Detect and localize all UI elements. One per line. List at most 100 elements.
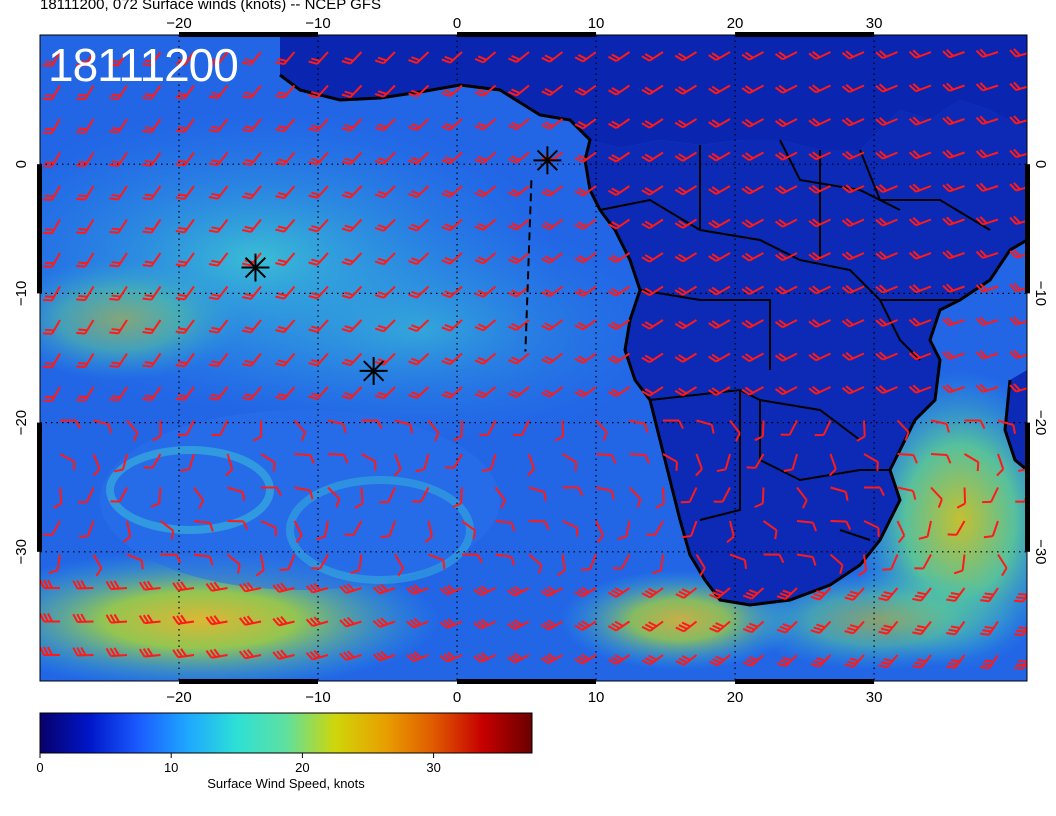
wind-barb bbox=[774, 319, 798, 329]
wind-barb bbox=[279, 554, 296, 572]
wind-barb bbox=[841, 150, 865, 160]
wind-barb bbox=[208, 386, 229, 401]
wind-barb bbox=[608, 319, 631, 330]
wind-barb bbox=[308, 252, 329, 266]
wind-barb bbox=[439, 584, 463, 596]
wind-barb bbox=[875, 116, 898, 127]
wind-barb bbox=[142, 252, 162, 268]
wind-barb bbox=[810, 620, 832, 634]
wind-barb bbox=[341, 118, 363, 132]
wind-barb bbox=[875, 183, 898, 194]
wind-barb bbox=[474, 319, 497, 332]
wind-barb bbox=[408, 285, 430, 299]
wind-barb bbox=[841, 284, 865, 294]
wind-barb bbox=[726, 520, 735, 544]
wind-barb bbox=[374, 285, 396, 299]
wind-barb bbox=[43, 286, 61, 302]
wind-barb bbox=[574, 185, 597, 197]
wind-barb bbox=[305, 582, 329, 594]
wind-barb bbox=[59, 419, 81, 429]
wind-barb bbox=[109, 218, 128, 234]
wind-barb bbox=[713, 487, 731, 503]
wind-barb bbox=[308, 185, 329, 199]
wind-barb bbox=[238, 615, 262, 626]
wind-barb bbox=[508, 218, 530, 231]
lon-tick-label-bottom: 10 bbox=[588, 689, 605, 706]
wind-barb bbox=[674, 319, 698, 330]
wind-barb bbox=[43, 252, 61, 268]
wind-barb bbox=[762, 520, 778, 540]
wind-barb bbox=[754, 420, 765, 442]
wind-barb bbox=[908, 351, 932, 361]
wind-barb bbox=[341, 151, 363, 166]
frame-bar bbox=[179, 32, 319, 37]
wind-barb bbox=[655, 487, 665, 509]
wind-barb bbox=[441, 319, 463, 332]
wind-barb bbox=[561, 453, 578, 472]
wind-barb bbox=[225, 453, 234, 477]
wind-barb bbox=[808, 84, 831, 94]
wind-barb bbox=[275, 151, 296, 166]
wind-barb bbox=[829, 553, 844, 574]
wind-barb bbox=[126, 553, 144, 570]
wind-barb bbox=[975, 216, 999, 226]
wind-barb bbox=[43, 353, 61, 369]
wind-barb bbox=[415, 453, 430, 473]
colorbar-ticks: 0 10 20 30 bbox=[36, 753, 441, 775]
wind-barb bbox=[774, 151, 798, 161]
wind-barb bbox=[975, 350, 999, 360]
wind-barb bbox=[109, 151, 128, 167]
wind-barb bbox=[508, 84, 530, 97]
wind-barb bbox=[408, 51, 430, 64]
wind-barb bbox=[508, 51, 530, 63]
wind-barb bbox=[275, 252, 296, 267]
map-axes: −20 −20 −10 −10 0 0 10 10 20 20 30 30 0 0 −10 −10 −20 −20… bbox=[13, 15, 1049, 706]
date-stamp: 18111200 bbox=[48, 39, 239, 91]
wind-barb bbox=[607, 654, 631, 665]
wind-barb bbox=[175, 319, 195, 334]
colorbar bbox=[39, 712, 533, 754]
wind-barb bbox=[508, 151, 530, 164]
frame-bar bbox=[1025, 422, 1030, 552]
wind-barb bbox=[441, 285, 463, 299]
wind-barb bbox=[172, 614, 195, 625]
wind-barb bbox=[394, 553, 404, 577]
wind-barb bbox=[439, 618, 463, 629]
wind-barb bbox=[275, 84, 296, 99]
wind-barb bbox=[1009, 383, 1027, 393]
wind-barb bbox=[554, 420, 564, 442]
wind-barb bbox=[105, 613, 128, 624]
wind-barb bbox=[595, 453, 617, 464]
frame-bar bbox=[1025, 164, 1030, 294]
wind-barb bbox=[142, 218, 162, 234]
wind-barb bbox=[327, 486, 341, 508]
colorbar-tick-label: 30 bbox=[426, 760, 440, 775]
wind-barb bbox=[193, 553, 214, 566]
wind-barb bbox=[863, 520, 880, 537]
wind-barb bbox=[875, 250, 898, 261]
wind-barb bbox=[406, 617, 429, 629]
wind-barb bbox=[641, 151, 664, 163]
wind-barb bbox=[208, 252, 229, 267]
wind-barb bbox=[541, 252, 564, 264]
wind-barb bbox=[76, 252, 95, 268]
wind-barb bbox=[305, 649, 329, 661]
wind-barb bbox=[708, 84, 731, 95]
wind-barb bbox=[275, 51, 296, 66]
wind-barb bbox=[808, 318, 831, 328]
wind-barb bbox=[175, 252, 195, 267]
wind-barb bbox=[1009, 282, 1027, 293]
wind-barb bbox=[662, 453, 678, 471]
wind-barb bbox=[674, 218, 698, 229]
wind-barb bbox=[408, 352, 430, 366]
wind-barb bbox=[776, 654, 798, 668]
lon-tick-label-top: −20 bbox=[166, 15, 191, 32]
wind-barb bbox=[408, 218, 430, 232]
wind-barb bbox=[76, 51, 95, 67]
wind-barb bbox=[260, 453, 276, 472]
wind-barb bbox=[138, 647, 161, 658]
track-line bbox=[524, 180, 533, 352]
wind-barb bbox=[93, 419, 112, 434]
wind-barb bbox=[43, 520, 61, 536]
wind-barb bbox=[695, 553, 706, 577]
